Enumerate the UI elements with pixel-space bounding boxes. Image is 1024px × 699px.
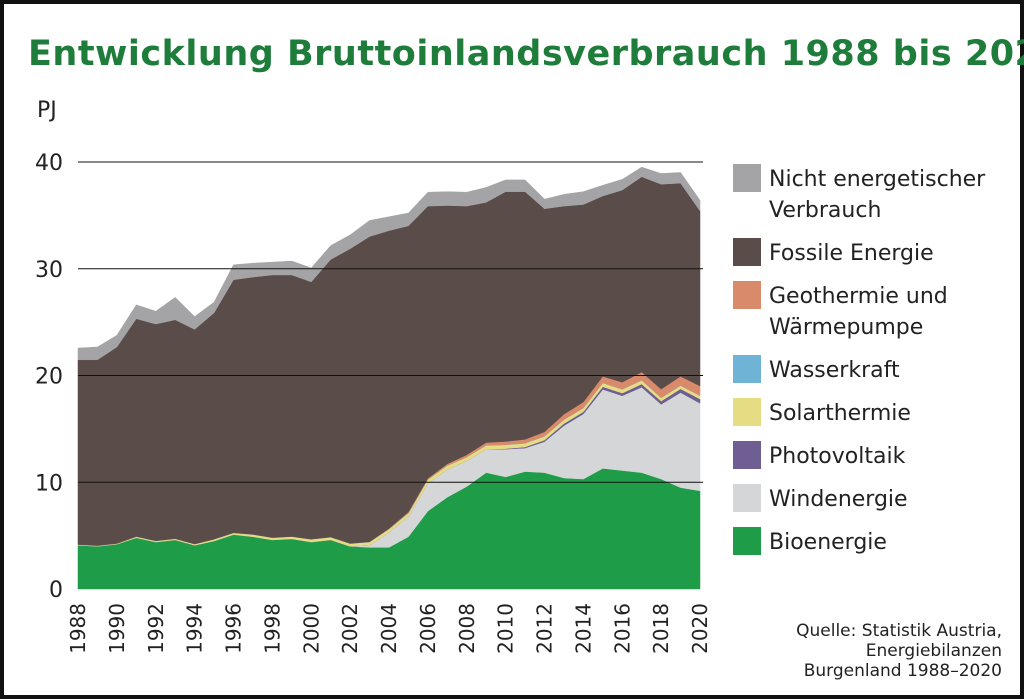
x-tick-label-2006: 2006 xyxy=(416,603,440,654)
x-tick-label-2008: 2008 xyxy=(455,603,479,654)
x-tick-label-2016: 2016 xyxy=(610,603,634,654)
area-series-nicht-energetischer-verbrauch xyxy=(77,166,701,361)
source-line-2: Energiebilanzen xyxy=(865,641,1002,661)
legend-item: Geothermie und Wärmepumpe xyxy=(733,281,1013,343)
legend-item: Fossile Energie xyxy=(733,238,1013,269)
legend-item: Bioenergie xyxy=(733,527,1013,558)
legend-label-line: Solarthermie xyxy=(769,401,911,426)
legend-label-line: Photovoltaik xyxy=(769,444,906,469)
legend-swatch xyxy=(733,527,761,555)
x-tick-label-2012: 2012 xyxy=(533,603,557,654)
legend-swatch xyxy=(733,238,761,266)
legend-label: Fossile Energie xyxy=(769,238,934,269)
legend-item: Photovoltaik xyxy=(733,441,1013,472)
y-tick-label-0: 0 xyxy=(49,578,63,603)
y-tick-label-10: 10 xyxy=(35,471,63,496)
x-tick-label-1994: 1994 xyxy=(183,603,207,654)
chart-title: Entwicklung Bruttoinlandsverbrauch 1988 … xyxy=(28,34,1024,74)
legend-swatch xyxy=(733,484,761,512)
y-tick-label-20: 20 xyxy=(35,365,63,390)
source-note: Quelle: Statistik Austria, Energiebilanz… xyxy=(796,621,1002,681)
legend: Nicht energetischer Verbrauch Fossile Ener… xyxy=(733,164,1013,570)
legend-label-line: Windenergie xyxy=(769,487,908,512)
x-tick-label-1988: 1988 xyxy=(66,603,90,654)
y-tick-label-40: 40 xyxy=(35,151,63,176)
legend-label-line: Verbrauch xyxy=(769,198,882,223)
legend-item: Solarthermie xyxy=(733,398,1013,429)
x-tick-label-1996: 1996 xyxy=(222,603,246,654)
x-tick-label-1998: 1998 xyxy=(260,603,284,654)
legend-label-line: Wasserkraft xyxy=(769,358,900,383)
legend-swatch xyxy=(733,164,761,192)
legend-swatch xyxy=(733,441,761,469)
x-tick-label-1992: 1992 xyxy=(144,603,168,654)
legend-label: Windenergie xyxy=(769,484,908,515)
legend-item: Nicht energetischer Verbrauch xyxy=(733,164,1013,226)
legend-item: Wasserkraft xyxy=(733,355,1013,386)
y-tick-label-30: 30 xyxy=(35,258,63,283)
legend-swatch xyxy=(733,281,761,309)
y-axis-unit: PJ xyxy=(37,98,57,123)
legend-label: Bioenergie xyxy=(769,527,887,558)
legend-swatch xyxy=(733,398,761,426)
legend-swatch xyxy=(733,355,761,383)
x-tick-label-2002: 2002 xyxy=(338,603,362,654)
x-tick-label-2010: 2010 xyxy=(494,603,518,654)
legend-label-line: Wärmepumpe xyxy=(769,315,924,340)
legend-label: Wasserkraft xyxy=(769,355,900,386)
x-tick-label-2014: 2014 xyxy=(571,603,595,654)
legend-item: Windenergie xyxy=(733,484,1013,515)
legend-label: Nicht energetischer Verbrauch xyxy=(769,164,985,226)
source-line-3: Burgenland 1988–2020 xyxy=(803,661,1002,681)
x-tick-label-2004: 2004 xyxy=(377,603,401,654)
legend-label: Solarthermie xyxy=(769,398,911,429)
x-tick-label-2020: 2020 xyxy=(688,603,712,654)
legend-label: Photovoltaik xyxy=(769,441,905,472)
legend-label: Geothermie und Wärmepumpe xyxy=(769,281,948,343)
legend-label-line: Nicht energetischer xyxy=(769,167,986,192)
legend-label-line: Bioenergie xyxy=(769,530,887,555)
x-tick-label-2000: 2000 xyxy=(299,603,323,654)
x-tick-label-1990: 1990 xyxy=(105,603,129,654)
legend-label-line: Fossile Energie xyxy=(769,241,934,266)
source-line-1: Quelle: Statistik Austria, xyxy=(796,621,1002,641)
legend-label-line: Geothermie und xyxy=(769,284,948,309)
x-tick-label-2018: 2018 xyxy=(649,603,673,654)
